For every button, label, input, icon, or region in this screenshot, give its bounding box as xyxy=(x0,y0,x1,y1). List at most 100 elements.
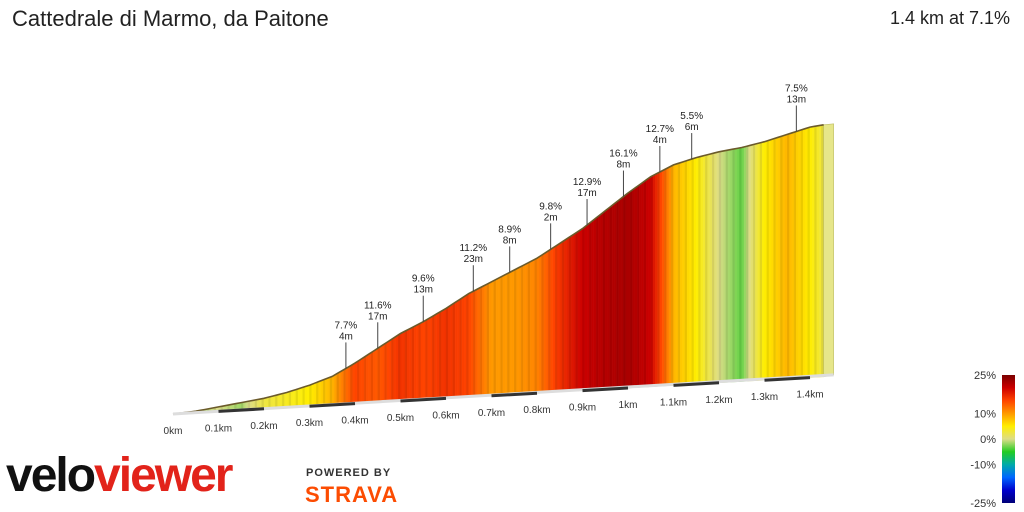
profile-slice xyxy=(784,134,788,380)
annotation-length: 23m xyxy=(464,254,483,265)
profile-slice xyxy=(482,285,485,397)
profile-slice xyxy=(821,124,824,378)
profile-slice xyxy=(286,391,290,408)
profile-slice xyxy=(750,144,754,382)
profile-slice xyxy=(400,331,403,402)
profile-slice xyxy=(616,199,620,389)
profile-slice xyxy=(793,131,797,379)
profile-slice xyxy=(325,377,328,406)
profile-slice xyxy=(272,395,276,409)
profile-slice xyxy=(347,365,351,405)
profile-slice xyxy=(714,152,717,384)
baseline-km-segment xyxy=(491,391,538,398)
profile-slice xyxy=(297,387,301,408)
profile-slice xyxy=(432,314,435,400)
profile-slice xyxy=(491,280,494,397)
profile-slice xyxy=(652,174,656,387)
profile-slice xyxy=(607,206,610,390)
profile-slice xyxy=(495,277,499,396)
profile-slice xyxy=(634,186,638,388)
profile-slice xyxy=(630,189,633,389)
annotation-grade: 5.5% xyxy=(680,111,703,122)
baseline-km-segment xyxy=(764,376,811,382)
profile-slice xyxy=(782,134,786,380)
profile-slice xyxy=(716,151,720,384)
profile-slice xyxy=(473,289,476,398)
profile-slice xyxy=(477,287,481,397)
profile-slice xyxy=(752,143,756,382)
profile-slice xyxy=(693,157,697,385)
profile-slice xyxy=(452,302,456,399)
annotation-length: 4m xyxy=(339,331,353,342)
profile-slice xyxy=(423,320,426,400)
profile-slice xyxy=(627,190,631,389)
strava-logo[interactable]: STRAVA xyxy=(305,482,399,507)
profile-slice xyxy=(320,379,324,406)
baseline-km-segment xyxy=(218,407,265,413)
profile-slice xyxy=(646,177,649,388)
profile-slice xyxy=(755,143,758,381)
profile-slice xyxy=(425,318,428,400)
profile-slice xyxy=(805,127,808,379)
profile-slice xyxy=(443,308,447,399)
profile-slice xyxy=(386,340,390,402)
profile-slice xyxy=(580,228,583,391)
profile-slice xyxy=(718,151,722,384)
profile-slice xyxy=(771,138,774,381)
profile-slice xyxy=(541,253,545,394)
profile-slice xyxy=(698,156,701,385)
profile-slice xyxy=(279,393,283,409)
profile-slice xyxy=(527,261,531,394)
profile-slice xyxy=(295,388,299,408)
annotation-length: 4m xyxy=(653,135,667,146)
profile-slice xyxy=(550,247,554,393)
profile-slice xyxy=(570,234,574,392)
x-tick-label: 0.1km xyxy=(205,423,232,434)
profile-slice xyxy=(464,294,467,398)
profile-slice xyxy=(420,321,424,401)
legend-tick-label: 0% xyxy=(980,434,996,446)
profile-slice xyxy=(520,264,524,395)
profile-slice xyxy=(363,355,367,404)
annotation-length: 8m xyxy=(503,235,517,246)
annotation-length: 17m xyxy=(577,188,596,199)
profile-slice xyxy=(407,328,410,401)
profile-slice xyxy=(625,192,629,389)
profile-slice xyxy=(486,282,490,397)
profile-slice xyxy=(484,283,488,397)
legend-tick-label: -25% xyxy=(970,498,996,510)
x-tick-label: 0.4km xyxy=(341,416,368,427)
profile-slice xyxy=(600,212,604,390)
profile-slice xyxy=(589,221,592,391)
x-tick-label: 0.6km xyxy=(432,410,459,421)
profile-slice xyxy=(725,149,729,383)
legend-tick-label: -10% xyxy=(970,460,996,472)
profile-slice xyxy=(454,300,458,399)
profile-slice xyxy=(734,148,738,383)
profile-ridge-line xyxy=(172,124,824,415)
profile-slice xyxy=(282,392,285,408)
x-tick-label: 0.7km xyxy=(478,408,505,419)
profile-slice xyxy=(768,139,772,381)
profile-slice xyxy=(746,145,749,382)
x-axis: 0km 0.1km 0.2km 0.3km 0.4km 0.5km 0.6km 0.7km 0.… xyxy=(164,390,824,437)
annotation-grade: 7.5% xyxy=(785,83,808,94)
profile-slice xyxy=(341,369,344,405)
profile-slice xyxy=(516,267,519,395)
profile-slice xyxy=(322,378,326,406)
baseline-km-segment xyxy=(582,386,629,393)
profile-slice xyxy=(577,229,581,392)
profile-slice xyxy=(357,359,360,404)
profile-slice xyxy=(611,203,615,390)
x-tick-label: 1.4km xyxy=(796,390,823,401)
profile-slice xyxy=(311,383,315,407)
profile-slice xyxy=(741,146,745,382)
annotation-grade: 11.6% xyxy=(364,300,392,311)
x-tick-label: 1.3km xyxy=(751,392,778,403)
veloviewer-logo[interactable]: veloviewer xyxy=(6,452,233,500)
annotation-grade: 12.7% xyxy=(646,124,674,135)
profile-slice xyxy=(489,281,492,397)
profile-slice xyxy=(780,135,783,380)
annotation-length: 17m xyxy=(368,311,387,322)
profile-slice xyxy=(764,140,767,381)
